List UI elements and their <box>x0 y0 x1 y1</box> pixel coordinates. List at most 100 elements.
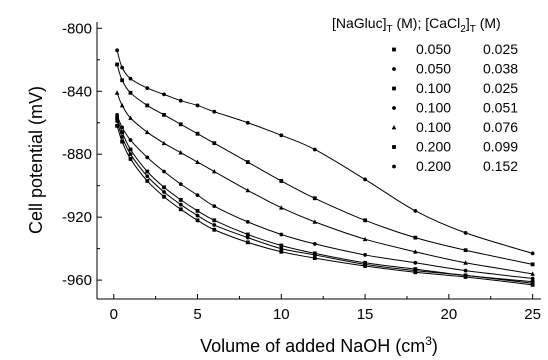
square-marker <box>392 86 396 91</box>
circle-marker <box>392 164 396 169</box>
square-marker <box>115 116 120 120</box>
x-axis-title: Volume of added NaOH (cm3) <box>200 334 438 356</box>
triangle-marker <box>312 219 318 224</box>
circle-marker <box>145 174 150 179</box>
square-marker <box>162 185 166 190</box>
series-5 <box>114 90 535 276</box>
series-2 <box>115 119 535 286</box>
triangle-marker <box>211 169 217 174</box>
legend-naglu-value: 0.100 <box>416 100 451 116</box>
y-tick-label: -960 <box>62 272 92 289</box>
circle-marker <box>212 223 217 227</box>
square-marker <box>145 169 150 174</box>
square-marker <box>115 123 120 128</box>
x-tick-label: 20 <box>441 306 458 323</box>
square-marker <box>212 227 217 232</box>
circle-marker <box>212 109 217 114</box>
square-marker <box>120 139 125 144</box>
square-marker <box>128 147 133 152</box>
series-4 <box>115 112 535 281</box>
circle-marker <box>245 219 250 224</box>
legend-cacl-value: 0.051 <box>483 100 518 116</box>
x-tick-label: 0 <box>110 306 118 323</box>
axes-layer: 0 5 10 15 20 25 -800 -840 -880 -920 -960 <box>62 20 541 323</box>
x-axis-title-end: ) <box>432 336 438 356</box>
series-3 <box>115 116 535 284</box>
legend-cacl-value: 0.025 <box>483 41 518 57</box>
square-marker <box>413 235 418 240</box>
triangle-marker <box>161 140 167 146</box>
circle-marker <box>162 190 166 194</box>
legend-cacl-value: 0.152 <box>483 158 518 174</box>
x-tick-label: 15 <box>357 306 374 323</box>
series-layer <box>114 48 535 287</box>
legend-naglu-value: 0.200 <box>416 158 451 174</box>
square-marker <box>463 273 468 278</box>
square-marker <box>212 218 217 223</box>
circle-marker <box>413 260 418 265</box>
triangle-marker <box>413 249 418 254</box>
legend-naglu-value: 0.100 <box>416 80 451 96</box>
circle-marker <box>245 120 250 125</box>
circle-marker <box>162 92 166 97</box>
series-7 <box>115 48 535 256</box>
square-marker <box>195 218 200 223</box>
legend-header-part: T <box>470 24 476 35</box>
x-axis-title-sup: 3 <box>425 334 432 348</box>
circle-marker <box>463 230 468 235</box>
circle-marker <box>145 86 150 91</box>
legend-naglu-value: 0.200 <box>416 139 451 155</box>
circle-marker <box>128 138 133 142</box>
circle-marker <box>363 253 367 257</box>
circle-marker <box>178 98 183 103</box>
square-marker <box>413 267 418 271</box>
series-6 <box>115 62 535 267</box>
y-tick-label: -840 <box>62 83 92 100</box>
circle-marker <box>463 268 468 273</box>
square-marker <box>120 78 125 83</box>
legend-cacl-value: 0.038 <box>483 61 518 77</box>
circle-marker <box>530 276 535 281</box>
circle-marker <box>363 177 367 182</box>
y-tick-label: -920 <box>62 209 92 226</box>
legend-header-part: (M) <box>476 15 501 31</box>
square-marker <box>245 160 250 164</box>
square-marker <box>245 232 250 237</box>
square-marker <box>363 260 367 265</box>
labels-layer: Volume of added NaOH (cm3) Cell potential… <box>26 86 438 356</box>
legend-cacl-value: 0.025 <box>483 80 518 96</box>
circle-marker <box>120 125 125 130</box>
circle-marker <box>120 65 125 70</box>
legend-header-part: [NaGluc] <box>332 15 386 31</box>
circle-marker <box>245 235 250 240</box>
square-marker <box>162 194 166 199</box>
triangle-marker <box>128 115 133 120</box>
circle-marker <box>279 246 284 251</box>
circle-marker <box>212 204 217 209</box>
square-marker <box>178 207 183 212</box>
square-marker <box>128 157 133 161</box>
square-marker <box>279 243 284 248</box>
circle-marker <box>413 208 418 213</box>
circle-marker <box>162 169 166 174</box>
y-axis-title: Cell potential (mV) <box>26 86 46 234</box>
square-marker <box>145 103 150 108</box>
square-marker <box>178 122 183 127</box>
square-marker <box>530 262 535 267</box>
circle-marker <box>312 147 317 152</box>
legend-naglu-value: 0.050 <box>416 41 451 57</box>
circle-marker <box>178 182 183 187</box>
triangle-marker <box>144 129 150 135</box>
square-marker <box>115 62 120 67</box>
legend-header-part: (M); [CaCl <box>393 15 461 31</box>
circle-marker <box>120 134 125 139</box>
legend-header: [NaGluc]T (M); [CaCl2]T (M) <box>332 15 501 35</box>
square-marker <box>145 179 150 183</box>
x-tick-label: 25 <box>524 306 541 323</box>
square-marker <box>279 249 284 254</box>
circle-marker <box>195 213 200 218</box>
y-tick-label: -880 <box>62 146 92 163</box>
circle-marker <box>115 48 120 53</box>
square-marker <box>195 131 200 136</box>
circle-marker <box>178 202 183 207</box>
